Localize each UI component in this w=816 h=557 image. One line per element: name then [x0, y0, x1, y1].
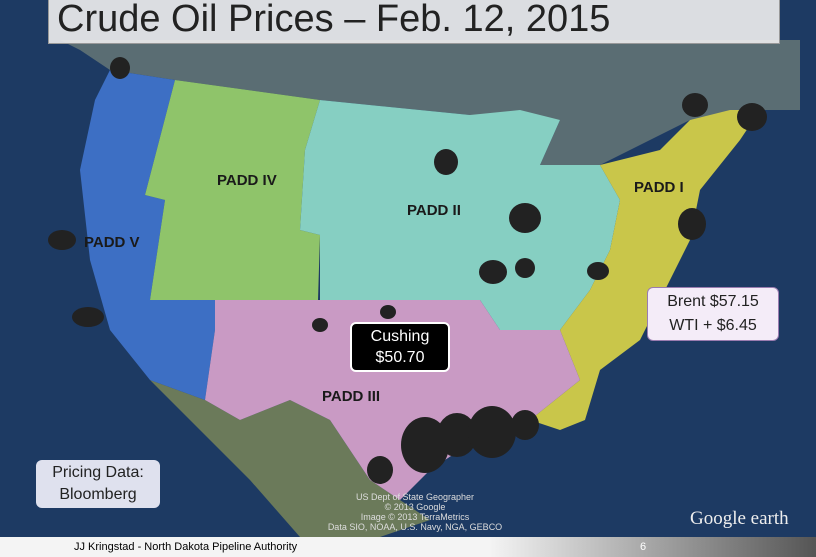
- attribution-line: Data SIO, NOAA, U.S. Navy, NGA, GEBCO: [327, 522, 503, 532]
- attribution: US Dept of State Geographer © 2013 Googl…: [320, 492, 510, 532]
- page-number: 6: [640, 541, 647, 553]
- region-label: PADD II: [407, 202, 461, 219]
- source-line: Pricing Data:: [52, 464, 144, 481]
- canada: [60, 40, 800, 165]
- storage-tanks: [48, 57, 767, 484]
- source-box: Pricing Data: Bloomberg: [36, 460, 160, 508]
- footer: JJ Kringstad - North Dakota Pipeline Aut…: [0, 537, 816, 557]
- attribution-line: US Dept of State Geographer: [355, 492, 475, 502]
- cushing-callout: Cushing $50.70: [350, 322, 450, 372]
- brent-callout: Brent $57.15 WTI + $6.45: [647, 287, 779, 341]
- footer-author: JJ Kringstad - North Dakota Pipeline Aut…: [74, 541, 298, 553]
- padd-i-area: [530, 110, 760, 430]
- brand: Google earth: [690, 508, 789, 529]
- source-line: Bloomberg: [59, 486, 137, 503]
- region-label: PADD I: [634, 179, 684, 196]
- map: [48, 40, 800, 537]
- padd-ii-area: [300, 100, 620, 330]
- callout-price: $50.70: [375, 349, 425, 366]
- callout-line: WTI + $6.45: [669, 317, 757, 334]
- padd-iv-area: [145, 80, 320, 300]
- mexico: [150, 380, 430, 537]
- attribution-line: © 2013 Google: [384, 502, 446, 512]
- padd-iii-area: [205, 300, 580, 500]
- slide-title: Crude Oil Prices – Feb. 12, 2015: [48, 0, 780, 44]
- region-label: PADD IV: [217, 172, 277, 189]
- region-label: PADD III: [322, 388, 381, 405]
- padd-v-area: [80, 70, 215, 400]
- region-label: PADD V: [84, 234, 140, 251]
- callout-name: Cushing: [370, 328, 430, 345]
- attribution-line: Image © 2013 TerraMetrics: [360, 512, 470, 522]
- callout-line: Brent $57.15: [667, 293, 759, 310]
